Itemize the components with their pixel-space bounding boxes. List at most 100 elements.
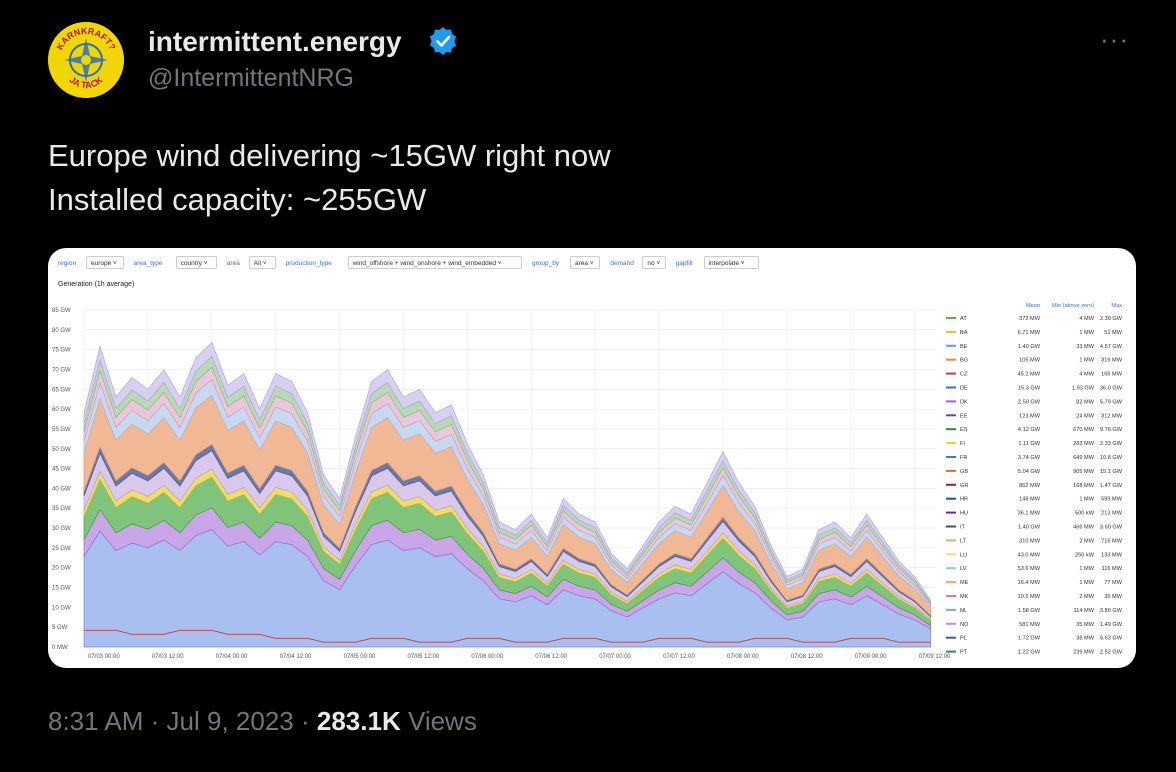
x-tick-label: 07/08 00:00 <box>727 654 759 660</box>
legend-min-nl: 114 MW <box>1074 608 1095 614</box>
legend-mean-hu: 36.1 MW <box>1018 511 1041 517</box>
filter-label-region: region <box>58 260 77 267</box>
tweet-date[interactable]: Jul 9, 2023 <box>166 706 294 736</box>
legend-mean-hr: 148 MW <box>1019 497 1041 503</box>
legend-max-cz: 166 MW <box>1101 372 1123 378</box>
legend-max-gr: 1.47 GW <box>1100 483 1123 489</box>
avatar[interactable]: KARNKRAFT? JA TACK <box>48 22 124 98</box>
legend-mean-lt: 310 MW <box>1019 538 1041 544</box>
filter-select-area[interactable]: All ˅ <box>248 256 276 269</box>
tweet-time[interactable]: 8:31 AM <box>48 706 144 736</box>
legend-mean-lv: 53.6 MW <box>1018 566 1041 572</box>
legend-max-lu: 133 MW <box>1101 552 1123 558</box>
y-tick-label: 5 GW <box>52 625 68 631</box>
legend-mean-pl: 1.72 GW <box>1018 636 1041 642</box>
legend-mean-de: 15.3 GW <box>1018 386 1041 392</box>
legend-max-dk: 5.79 GW <box>1100 399 1123 405</box>
legend-mean-it: 1.40 GW <box>1018 525 1041 531</box>
filter-select-gapfill[interactable]: interpolate ˅ <box>703 256 760 269</box>
handle[interactable]: @IntermittentNRG <box>148 64 354 92</box>
y-tick-label: 10 GW <box>52 605 71 611</box>
tweet-text-line-1: Europe wind delivering ~15GW right now <box>48 138 611 173</box>
x-tick-label: 07/06 12:00 <box>535 654 567 660</box>
legend-max-pl: 5.63 GW <box>1100 636 1123 642</box>
legend-code-lt: LT <box>960 538 967 544</box>
legend-code-be: BE <box>960 344 968 350</box>
x-tick-label: 07/05 00:00 <box>344 654 376 660</box>
y-tick-label: 65 GW <box>52 387 71 393</box>
y-tick-label: 50 GW <box>52 447 71 453</box>
separator-dot: · <box>150 706 167 736</box>
more-options-icon[interactable]: ··· <box>1100 24 1129 54</box>
legend-mean-bg: 105 MW <box>1019 358 1041 364</box>
legend-min-gb: 905 MW <box>1073 469 1095 475</box>
legend-max-fr: 10.8 GW <box>1100 455 1123 461</box>
legend-mean-lu: 43.0 MW <box>1018 552 1041 558</box>
y-tick-label: 40 GW <box>52 486 71 492</box>
legend-min-cz: 4 MW <box>1079 372 1094 378</box>
x-tick-label: 07/09 00:00 <box>855 654 887 660</box>
legend-code-mk: MK <box>960 594 969 600</box>
legend-min-pl: 38 MW <box>1076 636 1094 642</box>
separator-dot: · <box>300 706 317 736</box>
legend-mean-fr: 3.74 GW <box>1018 455 1041 461</box>
legend-max-hr: 559 MW <box>1101 497 1123 503</box>
filter-label-gapfill: gapfill <box>675 260 693 267</box>
legend-min-hu: 500 kW <box>1075 511 1095 517</box>
legend-code-nl: NL <box>960 608 967 614</box>
y-tick-label: 55 GW <box>52 427 71 433</box>
legend-header-max: Max <box>1111 303 1122 309</box>
legend-min-es: 670 MW <box>1073 427 1095 433</box>
legend-code-ee: EE <box>960 413 968 419</box>
legend-code-ba: BA <box>960 330 968 336</box>
legend-code-dk: DK <box>960 399 968 405</box>
y-tick-label: 70 GW <box>52 367 71 373</box>
legend-max-lt: 716 MW <box>1101 538 1123 544</box>
legend-min-dk: 82 MW <box>1076 399 1094 405</box>
y-tick-label: 15 GW <box>52 586 71 592</box>
x-tick-label: 07/03 12:00 <box>152 654 184 660</box>
legend-min-ba: 1 MW <box>1079 330 1094 336</box>
filter-select-demand[interactable]: no ˅ <box>642 256 666 269</box>
legend-mean-ee: 123 MW <box>1019 413 1041 419</box>
legend-min-gr: 168 MW <box>1073 483 1095 489</box>
legend-mean-gr: 862 MW <box>1019 483 1041 489</box>
legend-max-lv: 116 MW <box>1102 566 1123 572</box>
legend-code-gb: GB <box>960 469 968 475</box>
x-tick-label: 07/05 12:00 <box>408 654 440 660</box>
legend-code-me: ME <box>960 580 969 586</box>
y-tick-label: 45 GW <box>52 467 71 473</box>
legend-mean-cz: 45.2 MW <box>1018 372 1041 378</box>
legend-max-de: 36.0 GW <box>1100 386 1123 392</box>
chart-title: Generation (1h average) <box>58 281 135 288</box>
legend-mean-be: 1.40 GW <box>1018 344 1041 350</box>
display-name[interactable]: intermittent.energy <box>148 26 402 57</box>
legend-min-fi: 283 MW <box>1073 441 1095 447</box>
y-tick-label: 60 GW <box>52 407 71 413</box>
legend-code-hu: HU <box>960 511 968 517</box>
chart-image-card[interactable]: region europe ˅ area_type country ˅ area All … <box>48 248 1136 668</box>
filter-select-area-type[interactable]: country ˅ <box>175 256 217 269</box>
legend-mean-pt: 1.22 GW <box>1018 650 1041 656</box>
filter-select-region[interactable]: europe ˅ <box>86 256 124 269</box>
legend-min-lt: 2 MW <box>1079 538 1094 544</box>
x-tick-label: 07/03 00:00 <box>88 654 120 660</box>
legend-max-mk: 36 MW <box>1104 594 1122 600</box>
svg-text:JA TACK: JA TACK <box>67 74 104 90</box>
legend-max-gb: 15.1 GW <box>1100 469 1123 475</box>
filter-select-production-type[interactable]: wind_offshore + wind_onshore + wind_embe… <box>347 256 522 269</box>
filter-select-group-by[interactable]: area ˅ <box>570 256 601 269</box>
legend-min-no: 35 MW <box>1076 622 1094 628</box>
legend-min-ee: 24 MW <box>1076 413 1094 419</box>
views-label: Views <box>407 706 477 736</box>
legend-mean-gb: 5.04 GW <box>1018 469 1041 475</box>
tweet-meta: 8:31 AM · Jul 9, 2023 · 283.1K Views <box>48 706 477 737</box>
legend-mean-fi: 1.11 GW <box>1018 441 1040 447</box>
legend-max-bg: 316 MW <box>1101 358 1123 364</box>
legend-mean-at: 372 MW <box>1019 316 1041 322</box>
x-tick-label: 07/06 00:00 <box>471 654 503 660</box>
legend-min-it: 466 MW <box>1073 525 1095 531</box>
legend-mean-nl: 1.58 GW <box>1018 608 1041 614</box>
legend-max-pt: 2.52 GW <box>1100 650 1123 656</box>
x-tick-label: 07/07 12:00 <box>663 654 695 660</box>
